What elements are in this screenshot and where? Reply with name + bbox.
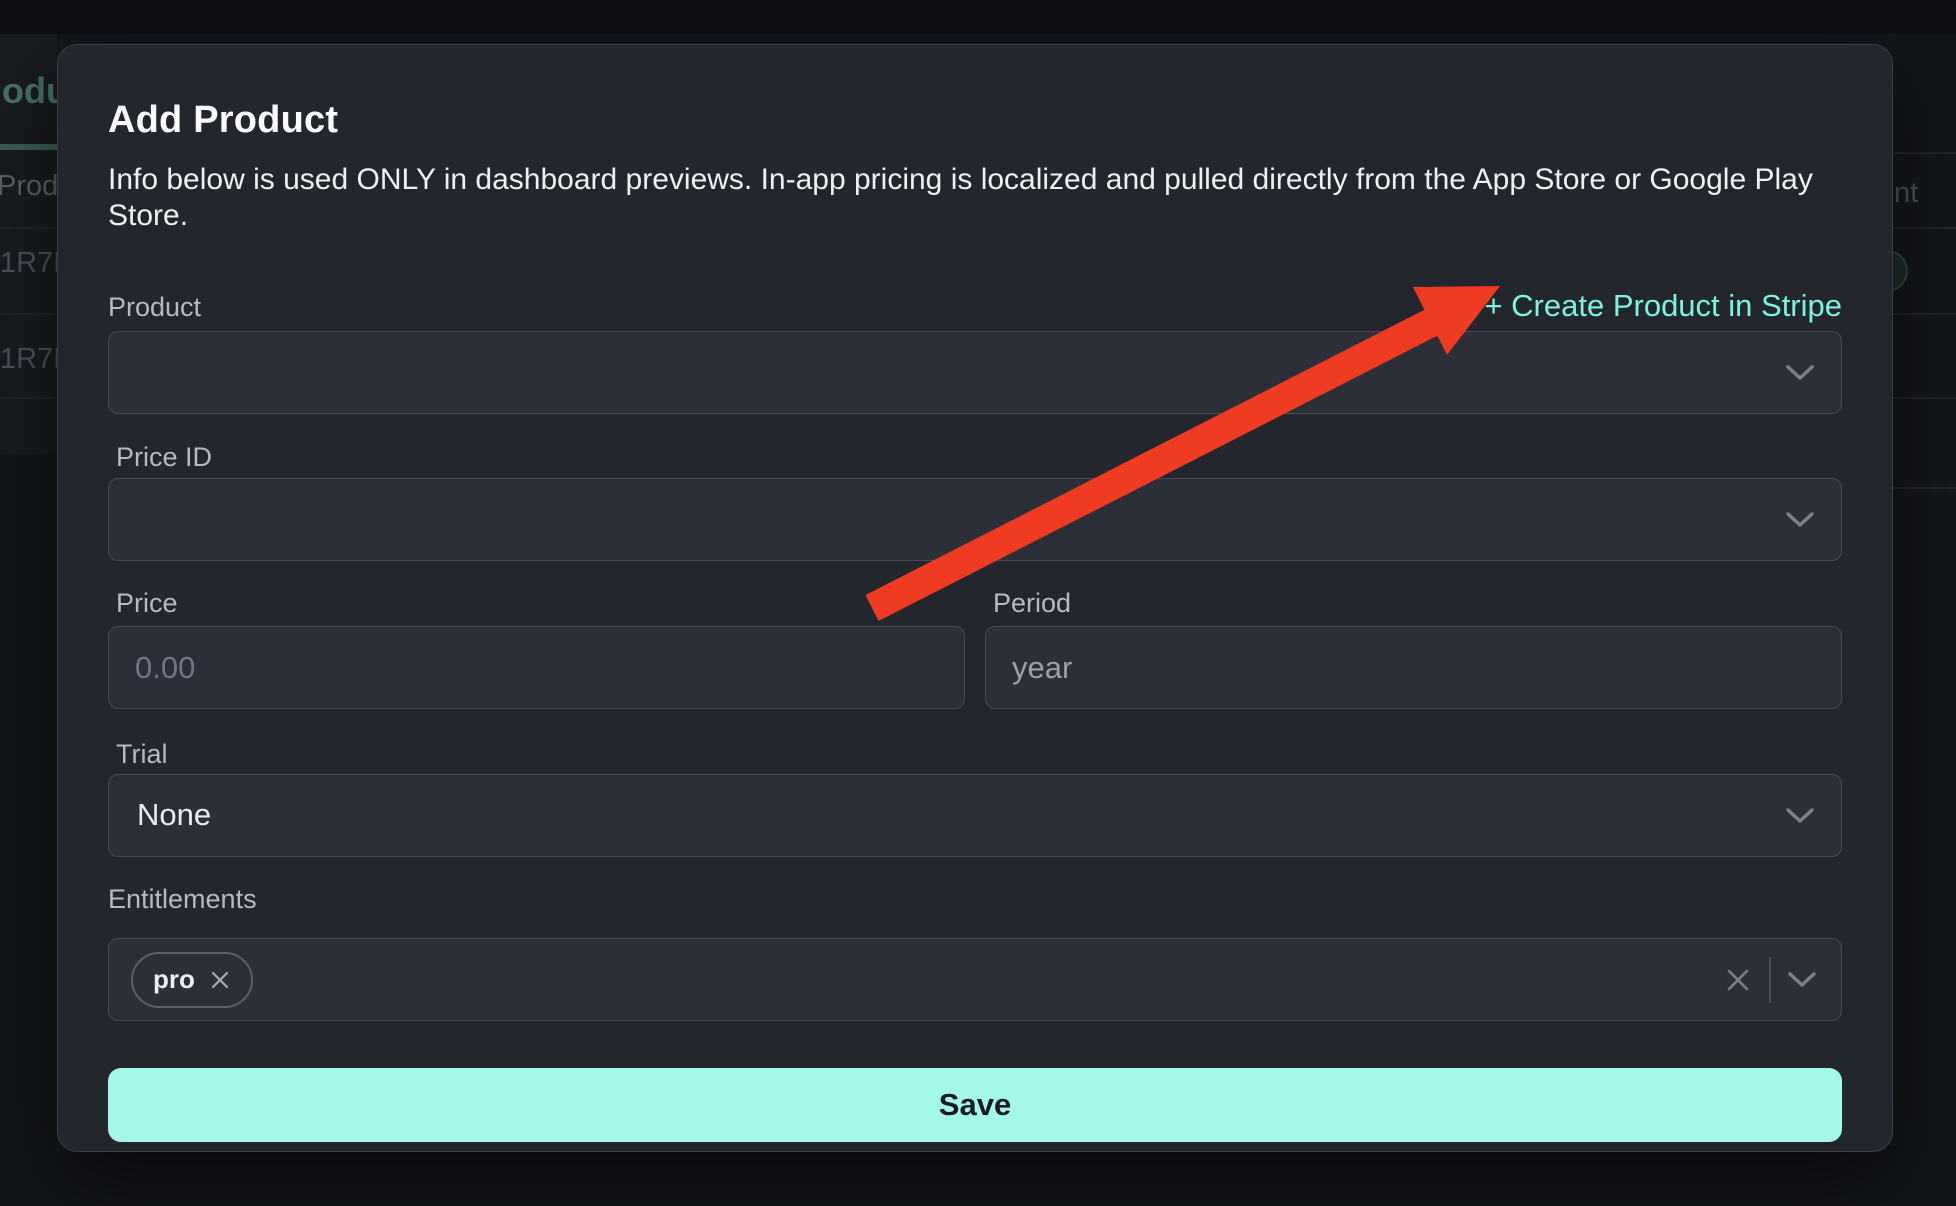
- product-select[interactable]: [108, 331, 1842, 414]
- background-row-divider: [1893, 397, 1956, 399]
- chevron-down-icon: [1786, 364, 1814, 380]
- modal-title: Add Product: [108, 99, 339, 141]
- price-id-select[interactable]: [108, 478, 1842, 561]
- tag-remove-icon[interactable]: [209, 969, 231, 991]
- save-button[interactable]: Save: [108, 1068, 1842, 1142]
- add-product-modal: Add Product Info below is used ONLY in d…: [57, 44, 1893, 1152]
- chevron-down-icon: [1786, 807, 1814, 823]
- price-input[interactable]: [108, 626, 965, 709]
- background-row-divider: [0, 397, 57, 399]
- period-label: Period: [993, 588, 1072, 618]
- trial-select[interactable]: None: [108, 774, 1842, 857]
- chevron-down-icon: [1786, 511, 1814, 527]
- background-tab-underline: [0, 144, 57, 150]
- entitlements-multiselect[interactable]: pro: [108, 938, 1842, 1021]
- background-row-divider: [1893, 487, 1956, 489]
- trial-select-value: None: [137, 797, 212, 832]
- entitlements-clear-button[interactable]: [1723, 965, 1753, 995]
- background-row-divider: [0, 227, 57, 229]
- entitlements-dropdown-button[interactable]: [1787, 971, 1817, 989]
- modal-subtitle: Info below is used ONLY in dashboard pre…: [108, 163, 1813, 232]
- entitlement-tag-pro[interactable]: pro: [131, 951, 253, 1008]
- price-label: Price: [116, 588, 178, 618]
- entitlements-divider: [1769, 956, 1771, 1003]
- background-row-divider: [1893, 313, 1956, 315]
- background-row-divider: [1893, 152, 1956, 154]
- chevron-down-icon: [1788, 971, 1816, 987]
- entitlement-tag-label: pro: [153, 964, 195, 994]
- close-icon: [1727, 969, 1749, 990]
- background-right-text-fragment: nt: [1894, 177, 1919, 209]
- product-label: Product: [108, 292, 202, 322]
- background-tab-fragment: odu: [2, 70, 68, 111]
- background-table-edge: [0, 34, 57, 454]
- background-top-bar: [0, 0, 1956, 34]
- period-input[interactable]: [985, 626, 1842, 709]
- entitlements-label: Entitlements: [108, 884, 257, 914]
- background-row-divider: [0, 313, 57, 315]
- create-product-in-stripe-link[interactable]: + Create Product in Stripe: [1484, 288, 1842, 323]
- price-id-label: Price ID: [116, 442, 213, 472]
- background-row-divider: [1893, 227, 1956, 229]
- trial-label: Trial: [116, 739, 168, 769]
